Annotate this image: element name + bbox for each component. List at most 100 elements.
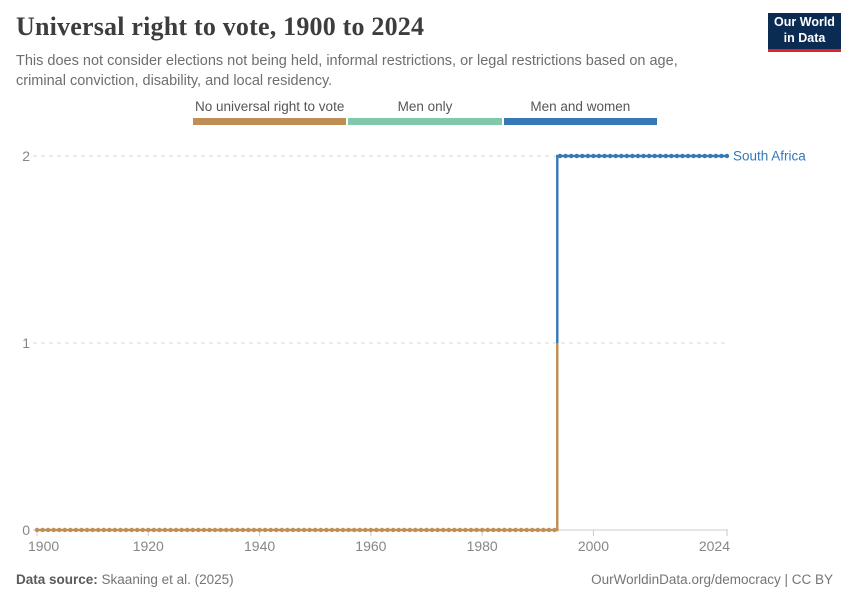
entity-label[interactable]: South Africa (733, 149, 806, 164)
data-point[interactable] (73, 527, 79, 533)
data-point[interactable] (424, 527, 429, 533)
data-point[interactable] (613, 153, 618, 159)
data-point[interactable] (696, 153, 702, 159)
data-point[interactable] (691, 153, 696, 159)
data-point[interactable] (390, 527, 396, 533)
data-point[interactable] (479, 527, 485, 533)
data-point[interactable] (574, 153, 579, 159)
data-point[interactable] (491, 527, 496, 533)
data-point[interactable] (413, 527, 418, 533)
data-point[interactable] (580, 153, 585, 159)
legend-item-men-and-women[interactable]: Men and women (503, 99, 657, 125)
data-point[interactable] (235, 527, 240, 533)
data-point[interactable] (429, 527, 435, 533)
data-point[interactable] (268, 527, 273, 533)
data-point[interactable] (201, 527, 207, 533)
data-point[interactable] (196, 527, 201, 533)
data-point[interactable] (146, 527, 151, 533)
data-point[interactable] (112, 527, 118, 533)
data-point[interactable] (435, 527, 440, 533)
data-point[interactable] (118, 527, 123, 533)
data-point[interactable] (363, 527, 368, 533)
data-point[interactable] (513, 527, 518, 533)
data-point[interactable] (385, 527, 390, 533)
data-point[interactable] (368, 527, 374, 533)
data-point[interactable] (452, 527, 457, 533)
data-point[interactable] (240, 527, 246, 533)
data-point[interactable] (674, 153, 680, 159)
data-point[interactable] (457, 527, 463, 533)
data-point[interactable] (591, 153, 596, 159)
data-point[interactable] (351, 527, 357, 533)
data-point[interactable] (157, 527, 162, 533)
data-point[interactable] (34, 527, 40, 533)
data-point[interactable] (335, 527, 340, 533)
data-point[interactable] (246, 527, 251, 533)
data-point[interactable] (101, 527, 106, 533)
data-point[interactable] (646, 153, 652, 159)
data-point[interactable] (641, 153, 646, 159)
data-point[interactable] (62, 527, 68, 533)
data-point[interactable] (313, 527, 318, 533)
data-point[interactable] (568, 153, 574, 159)
data-point[interactable] (541, 527, 546, 533)
license-link[interactable]: OurWorldinData.org/democracy | CC BY (591, 572, 833, 587)
data-point[interactable] (635, 153, 641, 159)
data-point[interactable] (357, 527, 362, 533)
data-point[interactable] (257, 527, 262, 533)
data-point[interactable] (624, 153, 630, 159)
data-point[interactable] (90, 527, 95, 533)
data-point[interactable] (596, 153, 602, 159)
owid-logo[interactable]: Our World in Data (768, 13, 841, 52)
data-point[interactable] (680, 153, 685, 159)
data-point[interactable] (96, 527, 101, 533)
data-point[interactable] (619, 153, 624, 159)
data-point[interactable] (134, 527, 140, 533)
data-point[interactable] (402, 527, 407, 533)
data-point[interactable] (602, 153, 607, 159)
data-point[interactable] (296, 527, 301, 533)
data-point[interactable] (40, 527, 45, 533)
data-point[interactable] (262, 527, 268, 533)
data-point[interactable] (318, 527, 323, 533)
data-point[interactable] (223, 527, 229, 533)
data-point[interactable] (51, 527, 56, 533)
data-point[interactable] (173, 527, 179, 533)
data-point[interactable] (140, 527, 145, 533)
data-point[interactable] (179, 527, 184, 533)
data-point[interactable] (502, 527, 507, 533)
data-point[interactable] (168, 527, 173, 533)
data-point[interactable] (485, 527, 490, 533)
data-point[interactable] (474, 527, 479, 533)
data-point[interactable] (107, 527, 112, 533)
data-point[interactable] (185, 527, 190, 533)
data-point[interactable] (463, 527, 468, 533)
data-point[interactable] (630, 153, 635, 159)
data-point[interactable] (407, 527, 413, 533)
data-point[interactable] (212, 527, 218, 533)
data-point[interactable] (301, 527, 307, 533)
data-point[interactable] (129, 527, 134, 533)
data-point[interactable] (68, 527, 73, 533)
data-point[interactable] (685, 153, 691, 159)
data-point[interactable] (557, 153, 563, 159)
data-point[interactable] (229, 527, 234, 533)
data-point[interactable] (162, 527, 168, 533)
data-point[interactable] (546, 527, 552, 533)
data-point[interactable] (585, 153, 591, 159)
data-point[interactable] (346, 527, 351, 533)
data-point[interactable] (563, 153, 568, 159)
data-point[interactable] (441, 527, 446, 533)
data-point[interactable] (151, 527, 157, 533)
data-point[interactable] (218, 527, 223, 533)
data-point[interactable] (57, 527, 62, 533)
data-point[interactable] (713, 153, 719, 159)
data-point[interactable] (324, 527, 329, 533)
data-point[interactable] (468, 527, 474, 533)
data-point[interactable] (724, 153, 730, 159)
data-point[interactable] (251, 527, 257, 533)
data-point[interactable] (274, 527, 279, 533)
data-point[interactable] (518, 527, 524, 533)
data-point[interactable] (535, 527, 541, 533)
